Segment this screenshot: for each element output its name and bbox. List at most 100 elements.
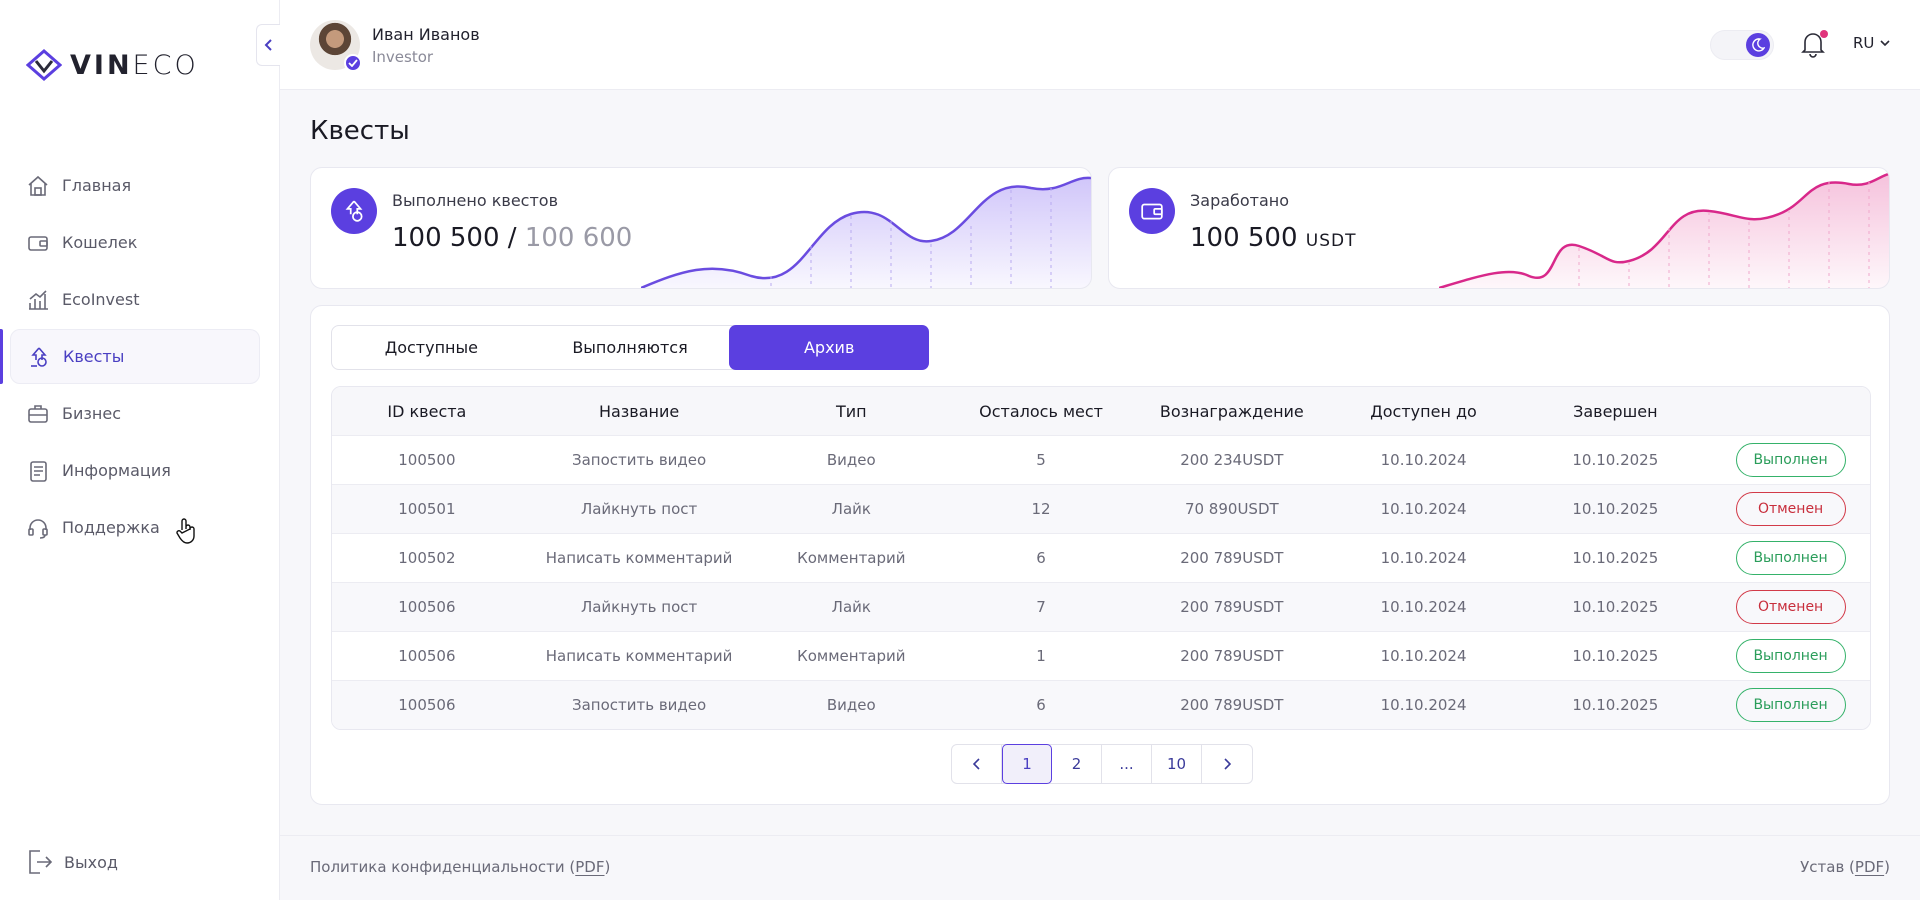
hand-cursor-icon <box>176 518 195 544</box>
reward-cell: 200 789USDT <box>1180 696 1284 714</box>
earned-value: 100 500 USDT <box>1190 223 1357 253</box>
seats-left-cell: 5 <box>1036 451 1046 469</box>
language-label: RU <box>1853 34 1875 52</box>
sidebar-item-label: Главная <box>62 176 132 195</box>
user-role: Investor <box>372 47 434 66</box>
column-header: Доступен до <box>1370 401 1477 421</box>
quest-name-cell: Написать комментарий <box>545 647 733 665</box>
available-until-cell: 10.10.2024 <box>1380 696 1467 714</box>
reward-cell: 200 789USDT <box>1180 647 1284 665</box>
notifications-button[interactable] <box>1800 30 1828 60</box>
quests-completed-label: Выполнено квестов <box>392 191 558 210</box>
sidebar-item-ecoinvest[interactable]: EcoInvest <box>10 272 260 327</box>
sidebar-item-information[interactable]: Информация <box>10 443 260 498</box>
privacy-policy-link[interactable]: Политика конфиденциальности (PDF) <box>310 858 611 876</box>
table-row[interactable]: 100502 Написать комментарий Комментарий 6 20… <box>332 533 1870 582</box>
sidebar-item-wallet[interactable]: Кошелек <box>10 215 260 270</box>
quest-type-cell: Лайк <box>831 500 871 518</box>
sidebar-item-label: Бизнес <box>62 404 121 423</box>
finished-cell: 10.10.2025 <box>1572 500 1659 518</box>
available-until-cell: 10.10.2024 <box>1380 647 1467 665</box>
quest-id-cell: 100502 <box>398 549 456 567</box>
tab-archive[interactable]: Архив <box>729 325 930 370</box>
logo[interactable]: VINECO <box>26 49 199 81</box>
seats-left-cell: 6 <box>1036 549 1046 567</box>
status-cell: Отменен <box>1711 492 1870 526</box>
avatar <box>310 20 362 72</box>
earned-card: Заработано 100 500 USDT <box>1108 167 1890 289</box>
charter-link[interactable]: Устав (PDF) <box>1800 858 1890 876</box>
table-row[interactable]: 100501 Лайкнуть пост Лайк 12 70 890USDT 10.10… <box>332 484 1870 533</box>
finished-cell: 10.10.2025 <box>1572 647 1659 665</box>
quest-id-cell: 100506 <box>398 647 456 665</box>
quest-type-cell: Комментарий <box>797 647 906 665</box>
status-cell: Выполнен <box>1711 639 1870 673</box>
logo-text: VINECO <box>70 49 199 81</box>
quest-name-cell: Запостить видео <box>571 451 707 469</box>
quest-name-cell: Лайкнуть пост <box>580 598 698 616</box>
seats-left-cell: 6 <box>1036 696 1046 714</box>
table-row[interactable]: 100506 Лайкнуть пост Лайк 7 200 789USDT 10.10… <box>332 582 1870 631</box>
earned-sparkline <box>1439 172 1889 288</box>
sidebar-item-home[interactable]: Главная <box>10 158 260 213</box>
home-icon <box>26 174 50 198</box>
quest-type-cell: Видео <box>826 696 876 714</box>
status-cell: Выполнен <box>1711 443 1870 477</box>
finished-cell: 10.10.2025 <box>1572 696 1659 714</box>
quest-id-cell: 100501 <box>398 500 456 518</box>
language-select[interactable]: RU <box>1853 34 1890 52</box>
quest-id-cell: 100506 <box>398 598 456 616</box>
quests-sparkline <box>641 176 1091 288</box>
status-cell: Выполнен <box>1711 688 1870 722</box>
sidebar-item-label: Информация <box>62 461 171 480</box>
prev-page-button[interactable] <box>952 745 1002 783</box>
quest-icon <box>331 188 377 234</box>
user-profile[interactable]: Иван Иванов Investor <box>310 20 480 72</box>
theme-toggle[interactable] <box>1710 30 1774 60</box>
reward-cell: 70 890USDT <box>1184 500 1279 518</box>
page-title: Квесты <box>310 116 410 146</box>
quest-type-cell: Видео <box>826 451 876 469</box>
tab-in-progress[interactable]: Выполняются <box>572 338 688 357</box>
column-header: ID квеста <box>387 401 467 421</box>
available-until-cell: 10.10.2024 <box>1380 598 1467 616</box>
page-button[interactable]: 1 <box>1002 744 1052 784</box>
page-button[interactable]: 2 <box>1052 745 1102 783</box>
status-cell: Выполнен <box>1711 541 1870 575</box>
reward-cell: 200 789USDT <box>1180 549 1284 567</box>
status-badge: Выполнен <box>1735 443 1846 477</box>
table-row[interactable]: 100506 Написать комментарий Комментарий 1 20… <box>332 631 1870 680</box>
collapse-sidebar-button[interactable] <box>256 24 280 66</box>
user-name: Иван Иванов <box>372 24 480 44</box>
headset-icon <box>26 516 50 540</box>
reward-cell: 200 234USDT <box>1180 451 1284 469</box>
status-badge: Выполнен <box>1735 688 1846 722</box>
sidebar-item-label: EcoInvest <box>62 290 140 309</box>
quests-table: ID квеста Название Тип Осталось мест Воз… <box>331 386 1871 730</box>
page-button[interactable]: 10 <box>1152 745 1202 783</box>
available-until-cell: 10.10.2024 <box>1380 549 1467 567</box>
status-cell: Отменен <box>1711 590 1870 624</box>
table-row[interactable]: 100500 Запостить видео Видео 5 200 234USDT 10… <box>332 435 1870 484</box>
quest-icon <box>27 345 51 369</box>
column-header: Вознаграждение <box>1159 401 1304 421</box>
sidebar-item-business[interactable]: Бизнес <box>10 386 260 441</box>
sidebar: VINECO Главная Кошелек EcoInvest Квесты … <box>0 0 280 900</box>
sidebar-item-quests[interactable]: Квесты <box>10 329 260 544</box>
quests-completed-card: Выполнено квестов 100 500 / 100 600 <box>310 167 1092 289</box>
verified-check-icon <box>344 54 362 72</box>
sidebar-nav: Главная Кошелек EcoInvest Квесты Бизнес … <box>10 158 260 557</box>
table-header: ID квеста Название Тип Осталось мест Воз… <box>332 387 1870 435</box>
next-page-button[interactable] <box>1202 745 1252 783</box>
chevron-left-icon <box>264 39 272 51</box>
available-until-cell: 10.10.2024 <box>1380 451 1467 469</box>
column-header: Осталось мест <box>979 401 1103 421</box>
quest-name-cell: Лайкнуть пост <box>580 500 698 518</box>
earned-label: Заработано <box>1190 191 1290 210</box>
logout-button[interactable]: Выход <box>26 848 118 876</box>
quest-type-cell: Комментарий <box>797 549 906 567</box>
briefcase-icon <box>26 402 50 426</box>
sidebar-item-support[interactable]: Поддержка <box>10 500 260 555</box>
table-row[interactable]: 100506 Запостить видео Видео 6 200 789USDT 10… <box>332 680 1870 729</box>
tab-available[interactable]: Доступные <box>384 338 478 357</box>
